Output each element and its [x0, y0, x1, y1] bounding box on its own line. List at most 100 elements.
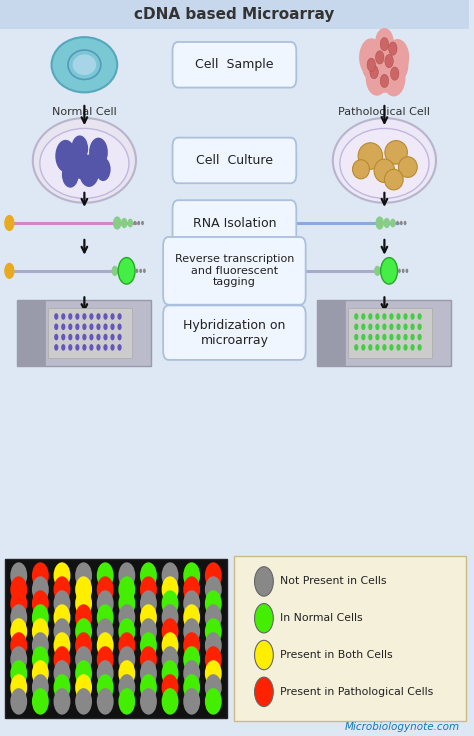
Circle shape	[82, 314, 86, 319]
Circle shape	[118, 344, 122, 351]
Circle shape	[96, 344, 100, 351]
Circle shape	[10, 604, 27, 631]
FancyBboxPatch shape	[163, 237, 306, 305]
Circle shape	[89, 333, 93, 340]
Circle shape	[54, 604, 71, 631]
Circle shape	[370, 66, 378, 79]
Circle shape	[10, 576, 27, 603]
Circle shape	[162, 576, 179, 603]
Circle shape	[68, 314, 73, 319]
Circle shape	[118, 646, 135, 673]
Circle shape	[140, 632, 157, 659]
Circle shape	[68, 324, 73, 330]
Circle shape	[136, 269, 138, 273]
Circle shape	[367, 58, 375, 71]
Circle shape	[396, 221, 399, 225]
Circle shape	[205, 562, 222, 589]
Circle shape	[54, 314, 58, 319]
Circle shape	[82, 324, 86, 330]
Circle shape	[396, 344, 401, 351]
Circle shape	[410, 314, 415, 319]
Circle shape	[141, 221, 144, 225]
Circle shape	[389, 324, 393, 330]
Circle shape	[32, 632, 49, 659]
Circle shape	[267, 263, 277, 279]
Ellipse shape	[385, 141, 407, 164]
Circle shape	[140, 562, 157, 589]
Circle shape	[54, 688, 71, 715]
Circle shape	[361, 314, 365, 319]
Circle shape	[140, 674, 157, 701]
Circle shape	[380, 74, 389, 88]
Circle shape	[10, 688, 27, 715]
Circle shape	[61, 344, 65, 351]
Text: cDNA based Microarray: cDNA based Microarray	[134, 7, 335, 22]
Circle shape	[103, 324, 108, 330]
Circle shape	[75, 674, 92, 701]
Circle shape	[375, 216, 384, 230]
Circle shape	[139, 269, 142, 273]
Text: Present in Both Cells: Present in Both Cells	[280, 650, 392, 660]
Circle shape	[205, 590, 222, 617]
Circle shape	[354, 324, 358, 330]
Circle shape	[103, 314, 108, 319]
Circle shape	[96, 314, 100, 319]
Circle shape	[97, 660, 114, 687]
Text: Cell  Sample: Cell Sample	[195, 58, 273, 71]
Circle shape	[183, 660, 200, 687]
Circle shape	[205, 618, 222, 645]
FancyBboxPatch shape	[163, 305, 306, 360]
Circle shape	[32, 562, 49, 589]
Circle shape	[97, 562, 114, 589]
Circle shape	[75, 562, 92, 589]
Circle shape	[75, 660, 92, 687]
Circle shape	[113, 216, 121, 230]
Circle shape	[255, 604, 273, 633]
Circle shape	[389, 333, 393, 340]
Circle shape	[32, 688, 49, 715]
Circle shape	[110, 344, 115, 351]
Circle shape	[410, 333, 415, 340]
Circle shape	[140, 576, 157, 603]
Circle shape	[391, 67, 399, 80]
Ellipse shape	[73, 54, 96, 75]
Circle shape	[375, 333, 380, 340]
Circle shape	[97, 688, 114, 715]
Circle shape	[383, 314, 386, 319]
Circle shape	[75, 688, 92, 715]
Circle shape	[255, 640, 273, 670]
Circle shape	[118, 618, 135, 645]
Circle shape	[140, 604, 157, 631]
Circle shape	[82, 333, 86, 340]
Circle shape	[4, 215, 15, 231]
Circle shape	[140, 618, 157, 645]
Circle shape	[97, 604, 114, 631]
Circle shape	[97, 646, 114, 673]
FancyBboxPatch shape	[318, 300, 451, 366]
Circle shape	[32, 660, 49, 687]
Circle shape	[365, 60, 388, 96]
Circle shape	[75, 576, 92, 603]
Circle shape	[418, 324, 422, 330]
Circle shape	[96, 333, 100, 340]
Circle shape	[110, 314, 115, 319]
Circle shape	[205, 632, 222, 659]
Circle shape	[183, 562, 200, 589]
Circle shape	[54, 660, 71, 687]
Circle shape	[418, 333, 422, 340]
Circle shape	[375, 51, 384, 64]
Circle shape	[383, 333, 386, 340]
Circle shape	[32, 590, 49, 617]
Circle shape	[134, 221, 137, 225]
Circle shape	[375, 28, 394, 57]
Circle shape	[75, 604, 92, 631]
Circle shape	[162, 660, 179, 687]
Circle shape	[117, 266, 124, 276]
Text: Cell  Culture: Cell Culture	[196, 154, 273, 167]
Circle shape	[89, 138, 108, 167]
Circle shape	[361, 324, 365, 330]
Circle shape	[110, 333, 115, 340]
Circle shape	[121, 218, 128, 228]
Circle shape	[118, 258, 135, 284]
Circle shape	[89, 314, 93, 319]
